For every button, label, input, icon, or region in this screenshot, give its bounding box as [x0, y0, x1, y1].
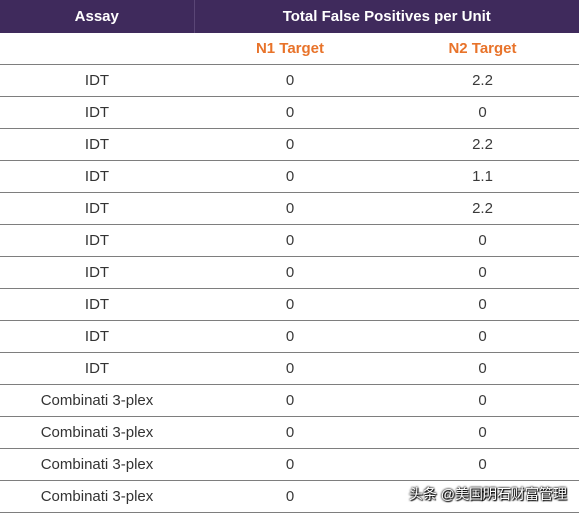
n1-value-cell: 0 [194, 96, 386, 129]
n1-value-cell: 0 [194, 256, 386, 289]
table-subheader-row: N1 Target N2 Target [0, 33, 579, 65]
assay-cell: Combinati 3-plex [0, 448, 194, 481]
assay-cell: Combinati 3-plex [0, 416, 194, 449]
n2-value-cell: 0 [386, 448, 579, 481]
n2-value-cell: 2.2 [386, 192, 579, 225]
n1-value-cell: 0 [194, 64, 386, 97]
assay-cell: IDT [0, 288, 194, 321]
assay-cell: IDT [0, 224, 194, 257]
n1-value-cell: 0 [194, 160, 386, 193]
table-row: IDT 0 1.1 [0, 160, 579, 193]
n1-value-cell: 0 [194, 128, 386, 161]
n1-value-cell: 0 [194, 352, 386, 385]
n1-value-cell: 0 [194, 288, 386, 321]
n2-value-cell: 0 [386, 288, 579, 321]
assay-cell: IDT [0, 352, 194, 385]
table-row: IDT 0 0 [0, 96, 579, 129]
n2-value-cell: 0 [386, 352, 579, 385]
assay-subheader-cell [0, 33, 194, 65]
table-row: IDT 0 0 [0, 256, 579, 289]
assay-cell: IDT [0, 256, 194, 289]
n2-value-cell: 2.2 [386, 64, 579, 97]
n1-value-cell: 0 [194, 416, 386, 449]
table-row: IDT 0 2.2 [0, 192, 579, 225]
table-row: IDT 0 0 [0, 224, 579, 257]
table-header-row: Assay Total False Positives per Unit [0, 0, 579, 33]
n2-value-cell: 0 [386, 224, 579, 257]
n1-value-cell: 0 [194, 224, 386, 257]
assay-column-header: Assay [0, 0, 195, 33]
n2-value-cell: 1.1 [386, 160, 579, 193]
table-body: IDT 0 2.2 IDT 0 0 IDT 0 2.2 IDT 0 1.1 IDT 0 2.2 IDT 0 0 ID… [0, 64, 579, 513]
table-row: Combinati 3-plex 0 0 [0, 416, 579, 449]
assay-cell: Combinati 3-plex [0, 384, 194, 417]
table-row: IDT 0 0 [0, 320, 579, 353]
false-positives-group-header: Total False Positives per Unit [194, 0, 579, 33]
n1-target-header: N1 Target [194, 33, 386, 65]
assay-cell: Combinati 3-plex [0, 480, 194, 513]
table-row: Combinati 3-plex 0 0 [0, 384, 579, 417]
assay-cell: IDT [0, 320, 194, 353]
assay-cell: IDT [0, 64, 194, 97]
assay-cell: IDT [0, 128, 194, 161]
source-watermark: 头条 @美国明石财富管理 [408, 486, 567, 502]
table-row: IDT 0 2.2 [0, 64, 579, 97]
table-row: IDT 0 0 [0, 288, 579, 321]
n2-value-cell: 0 [386, 320, 579, 353]
n1-value-cell: 0 [194, 192, 386, 225]
assay-cell: IDT [0, 192, 194, 225]
assay-cell: IDT [0, 160, 194, 193]
n2-value-cell: 2.2 [386, 128, 579, 161]
table-row: IDT 0 2.2 [0, 128, 579, 161]
n2-value-cell: 0 [386, 416, 579, 449]
n1-value-cell: 0 [194, 320, 386, 353]
n2-value-cell: 0 [386, 480, 579, 513]
n2-target-header: N2 Target [386, 33, 579, 65]
n1-value-cell: 0 [194, 480, 386, 513]
n2-value-cell: 0 [386, 384, 579, 417]
table-row: IDT 0 0 [0, 352, 579, 385]
n1-value-cell: 0 [194, 448, 386, 481]
n2-value-cell: 0 [386, 256, 579, 289]
table-row: Combinati 3-plex 0 0 [0, 448, 579, 481]
assay-cell: IDT [0, 96, 194, 129]
n2-value-cell: 0 [386, 96, 579, 129]
n1-value-cell: 0 [194, 384, 386, 417]
